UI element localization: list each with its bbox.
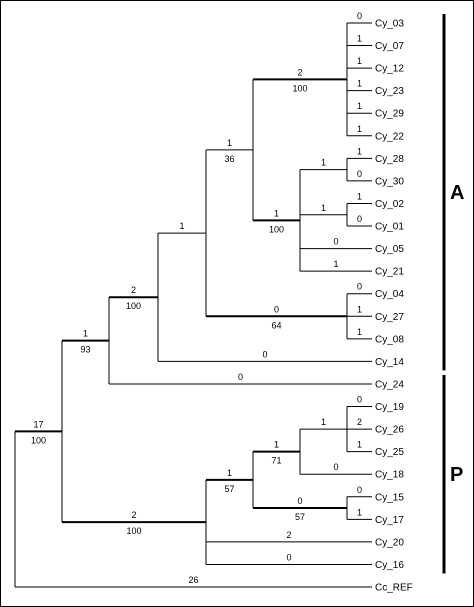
branch-length-Cy_25: 1	[357, 440, 362, 450]
bootstrap-node-0.1.0: 57	[224, 484, 234, 494]
branch-length-Cy_15: 0	[357, 485, 362, 495]
branch-length-node-0.0.0.0.0.1: 1	[274, 208, 279, 218]
branch-length-node-0.0.0.0.0.1.0: 1	[321, 158, 326, 168]
branch-length-node-0.1: 2	[131, 510, 136, 520]
taxon-label-Cy_08: Cy_08	[375, 334, 404, 345]
branch-length-Cy_26: 2	[357, 417, 362, 427]
bootstrap-node-0.1.0.1: 57	[295, 512, 305, 522]
branch-length-Cy_14: 0	[262, 349, 267, 359]
branch-length-Cy_16: 0	[286, 552, 291, 562]
branch-length-Cy_22: 1	[357, 124, 362, 134]
taxon-label-Cy_02: Cy_02	[375, 199, 404, 210]
taxon-label-Cy_04: Cy_04	[375, 289, 404, 300]
taxon-label-Cy_28: Cy_28	[375, 154, 404, 165]
branch-length-node-0.0.0.0.0.1.1: 1	[321, 203, 326, 213]
branch-length-Cy_07: 1	[357, 34, 362, 44]
branch-length-Cy_20: 2	[286, 530, 291, 540]
branch-length-Cy_29: 1	[357, 101, 362, 111]
bootstrap-node-0.0.0: 100	[126, 301, 141, 311]
branch-length-Cy_05: 0	[333, 237, 338, 247]
taxon-label-Cy_14: Cy_14	[375, 357, 404, 368]
branch-length-Cy_02: 1	[357, 191, 362, 201]
taxon-label-Cy_18: Cy_18	[375, 470, 404, 481]
taxon-label-Cy_17: Cy_17	[375, 515, 404, 526]
branch-length-Cy_08: 1	[357, 327, 362, 337]
taxon-label-Cy_25: Cy_25	[375, 447, 404, 458]
taxon-label-Cy_07: Cy_07	[375, 41, 404, 52]
group-label-P: P	[450, 464, 463, 486]
bootstrap-node-0.0.0.0.1: 64	[271, 320, 281, 330]
branch-length-Cy_28: 1	[357, 146, 362, 156]
taxon-label-Cy_19: Cy_19	[375, 402, 404, 413]
branch-length-node-0.0.0.0.1: 0	[274, 304, 279, 314]
branch-length-Cy_18: 0	[333, 462, 338, 472]
branch-length-node-0.0.0.0.0: 1	[227, 138, 232, 148]
taxon-label-Cy_01: Cy_01	[375, 222, 404, 233]
taxon-label-Cy_23: Cy_23	[375, 86, 404, 97]
branch-length-Cy_19: 0	[357, 395, 362, 405]
branch-length-Cy_01: 0	[357, 214, 362, 224]
taxon-label-Cy_29: Cy_29	[375, 109, 404, 120]
branch-length-node-0.0.0.0: 1	[179, 221, 184, 231]
branch-length-Cy_27: 1	[357, 304, 362, 314]
taxon-label-Cy_27: Cy_27	[375, 312, 404, 323]
bootstrap-node-0.0.0.0.0.1: 100	[269, 224, 284, 234]
branch-length-node-0.1.0.0: 1	[274, 440, 279, 450]
taxon-label-Cy_21: Cy_21	[375, 267, 404, 278]
taxon-label-Cy_24: Cy_24	[375, 379, 404, 390]
branch-length-node-0.1.0: 1	[227, 468, 232, 478]
bootstrap-node-0.0.0.0.0.0: 100	[292, 83, 307, 93]
taxon-label-Cy_15: Cy_15	[375, 492, 404, 503]
taxon-label-Cy_26: Cy_26	[375, 425, 404, 436]
branch-length-node-0.1.0.0.0: 1	[321, 417, 326, 427]
branch-length-Cc_REF: 26	[188, 575, 198, 585]
bootstrap-node-0: 100	[31, 435, 46, 445]
taxon-label-Cy_16: Cy_16	[375, 560, 404, 571]
bootstrap-node-0.0.0.0.0: 36	[224, 154, 234, 164]
branch-length-node-0.0.0: 2	[131, 285, 136, 295]
taxon-label-Cy_05: Cy_05	[375, 244, 404, 255]
taxon-label-Cy_12: Cy_12	[375, 64, 404, 75]
branch-length-Cy_03: 0	[357, 11, 362, 21]
bootstrap-node-0.1.0.0: 71	[271, 456, 281, 466]
taxon-label-Cy_30: Cy_30	[375, 176, 404, 187]
branch-length-node-0.0.0.0.0.0: 2	[297, 67, 302, 77]
branch-length-Cy_17: 1	[357, 507, 362, 517]
group-label-A: A	[450, 182, 464, 204]
taxon-label-Cy_22: Cy_22	[375, 131, 404, 142]
branch-length-node-0.0: 1	[83, 329, 88, 339]
branch-length-Cy_30: 0	[357, 169, 362, 179]
branch-length-node-0.1.0.1: 0	[297, 496, 302, 506]
bootstrap-node-0.0: 93	[80, 345, 90, 355]
branch-length-Cy_12: 1	[357, 56, 362, 66]
branch-length-Cy_23: 1	[357, 79, 362, 89]
branch-length-node-0: 17	[33, 419, 43, 429]
branch-length-Cy_21: 1	[333, 259, 338, 269]
taxon-label-Cy_20: Cy_20	[375, 537, 404, 548]
branch-length-Cy_24: 0	[238, 372, 243, 382]
bootstrap-node-0.1: 100	[126, 526, 141, 536]
taxon-label-Cy_03: Cy_03	[375, 19, 404, 30]
branch-length-Cy_04: 0	[357, 282, 362, 292]
taxon-label-Cc_REF: Cc_REF	[375, 583, 413, 594]
